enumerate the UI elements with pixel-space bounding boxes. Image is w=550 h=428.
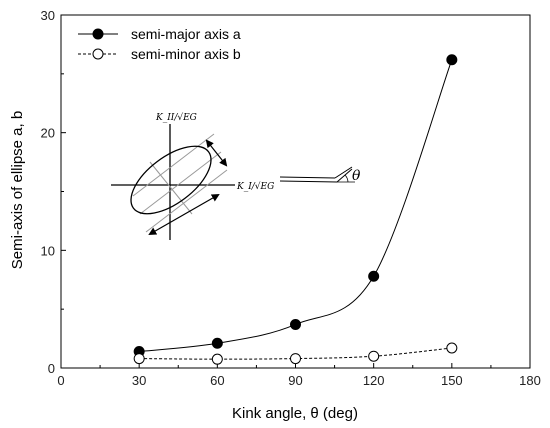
inset-label-vertical: K_II/√EG [155,112,197,123]
legend: semi-major axis a semi-minor axis b [78,26,241,62]
inset-arrow-minor [205,139,228,167]
crack-line-upper [279,176,336,179]
data-point-0-1 [211,337,223,349]
series-points [133,54,458,365]
plot-area [60,14,531,369]
crack-kink-lower [336,168,353,183]
inset-label-horizontal: K_I/√EG [236,181,274,192]
data-point-0-2 [290,318,301,330]
legend-marker-minor [92,48,104,60]
legend-label-minor: semi-minor axis b [131,46,241,62]
x-tick-label: 30 [132,373,146,388]
x-tick-label: 60 [210,373,224,388]
y-tick-labels: 0 10 20 30 [41,8,55,376]
crack-line-lower [279,180,338,183]
y-tick-label: 20 [41,126,55,141]
data-point-1-2 [290,353,301,365]
data-point-1-0 [133,353,145,365]
y-tick-label: 30 [41,8,55,23]
inset-diagonal-upper [132,133,215,197]
x-tick-label: 180 [519,373,541,388]
x-tick-labels: 0 30 60 90 120 150 180 [57,373,540,388]
angle-label: θ [352,168,361,184]
data-point-1-4 [446,342,458,354]
x-tick-label: 150 [441,373,463,388]
inset-diagram: K_II/√EG K_I/√EG θ [111,112,361,240]
y-tick-label: 0 [48,361,55,376]
legend-marker-major [92,28,104,40]
inset-arrow-major [148,194,220,235]
data-point-0-4 [446,54,458,66]
x-tick-label: 120 [363,373,385,388]
data-point-0-3 [368,270,380,282]
data-point-1-3 [368,350,380,362]
y-tick-label: 10 [41,243,55,258]
y-axis-title: Semi-axis of ellipse a, b [9,111,26,269]
x-axis-title: Kink angle, θ (deg) [232,405,358,422]
x-tick-label: 90 [288,373,302,388]
series-line-0 [139,59,453,353]
legend-label-major: semi-major axis a [131,26,241,42]
crack-angle-arc [344,174,349,183]
axis-ticks [60,14,531,369]
data-point-1-1 [211,353,223,365]
crack-kink-upper [334,166,353,179]
x-tick-label: 0 [57,373,64,388]
